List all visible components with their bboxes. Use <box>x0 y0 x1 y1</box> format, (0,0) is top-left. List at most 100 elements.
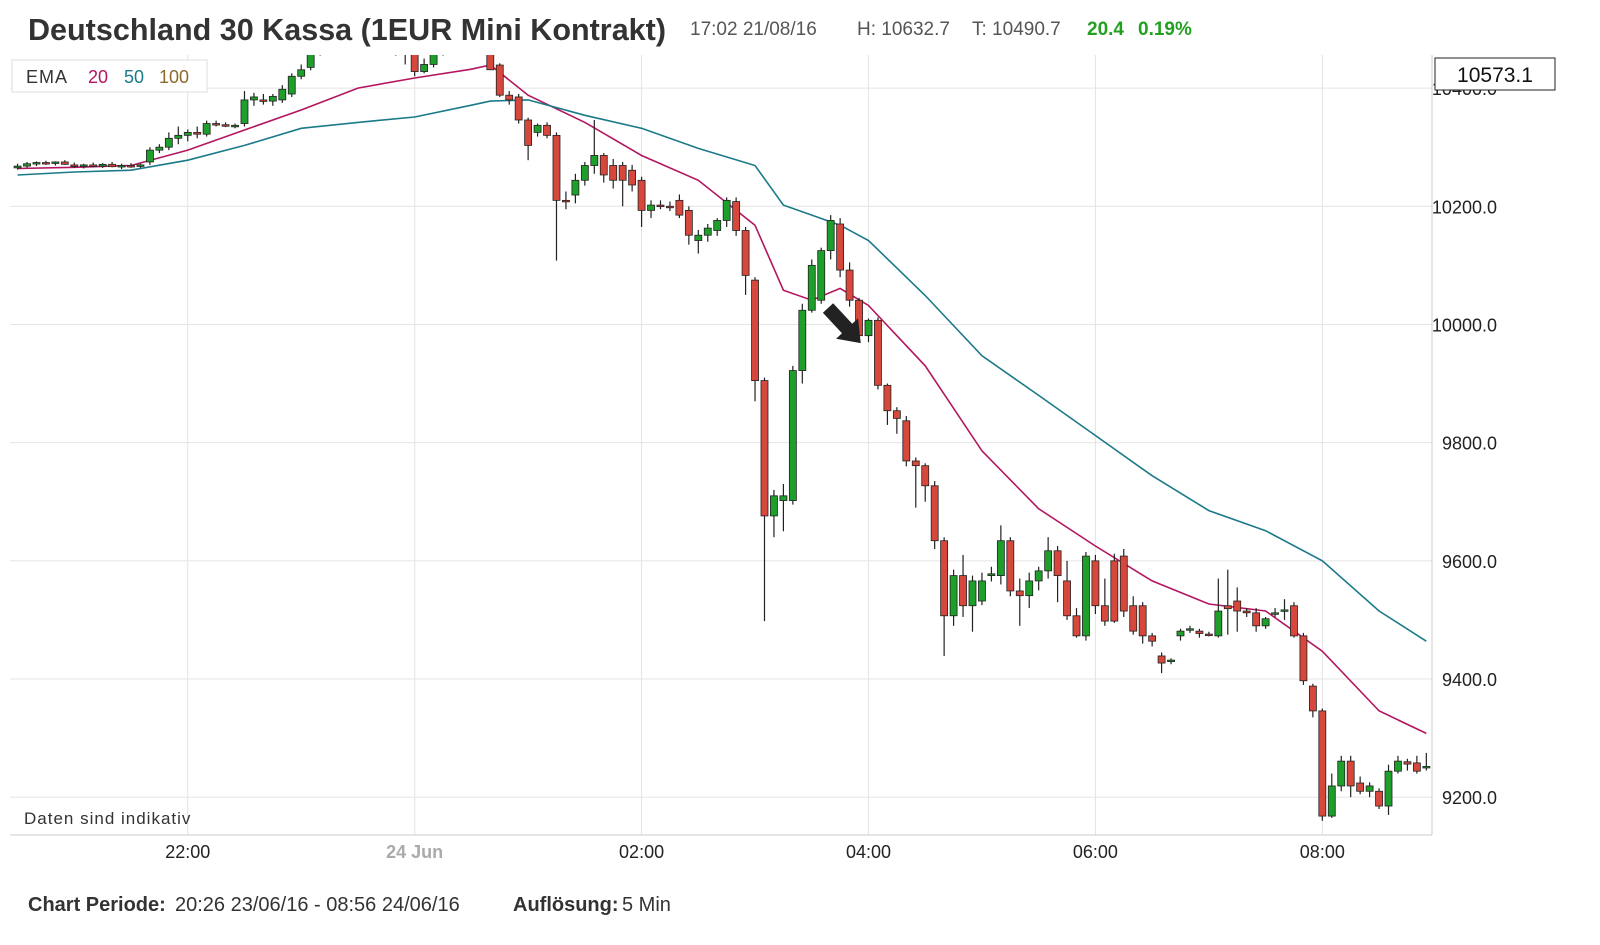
candle-body <box>1204 633 1213 636</box>
candle-body <box>174 134 183 139</box>
candle-body <box>845 269 854 301</box>
candle-body <box>1157 655 1166 664</box>
candle-body <box>996 540 1005 576</box>
candle-body <box>1422 766 1431 769</box>
candle-body <box>675 199 684 216</box>
candle-body <box>287 75 296 95</box>
candle-body <box>1346 760 1355 787</box>
candle-body <box>1394 760 1402 772</box>
candle-body <box>240 99 249 124</box>
candle-body <box>306 55 315 68</box>
candle-body <box>164 137 173 148</box>
candle-body <box>268 95 277 102</box>
candle-body <box>1242 610 1251 614</box>
candle-body <box>146 149 154 163</box>
footer-resolution-label: Auflösung: <box>513 894 619 916</box>
x-tick-label: 02:00 <box>619 842 664 862</box>
candle-body <box>524 119 533 146</box>
candle-body <box>760 380 769 517</box>
candle-body <box>70 164 79 167</box>
candle-body <box>836 223 845 271</box>
legend-box <box>11 59 208 93</box>
candle-body <box>562 199 570 203</box>
ema-line <box>17 64 1427 735</box>
candle-body <box>108 163 117 168</box>
footer-resolution: 5 Min <box>622 894 671 916</box>
candle-body <box>1034 570 1043 582</box>
candle-body <box>495 64 504 96</box>
candle-body <box>978 580 986 602</box>
y-tick-label: 9400.0 <box>1442 670 1497 690</box>
quote-high: H: 10632.7 <box>857 19 950 40</box>
candle-body <box>1356 782 1365 792</box>
candle-body <box>1375 790 1383 807</box>
candle-body <box>732 201 741 231</box>
candle-body <box>1337 760 1346 787</box>
legend-label: EMA <box>26 67 68 87</box>
candle-body <box>628 169 637 186</box>
x-tick-label: 24 Jun <box>386 842 443 862</box>
candle-body <box>23 163 31 167</box>
candle-body <box>533 124 542 133</box>
grid <box>10 55 1432 835</box>
candle-body <box>684 210 693 236</box>
candle-body <box>1006 540 1015 592</box>
candle-body <box>1015 590 1024 597</box>
candle-body <box>930 485 939 542</box>
candle-body <box>1308 685 1317 712</box>
y-tick-label: 9200.0 <box>1442 788 1497 808</box>
last-price: 10573.1 <box>1457 64 1533 87</box>
candle-body <box>940 540 949 617</box>
x-tick-label: 08:00 <box>1300 842 1345 862</box>
candle-body <box>807 264 816 311</box>
candle-body <box>1100 605 1109 622</box>
candle-body <box>127 165 135 168</box>
candle-body <box>297 69 306 77</box>
note: Daten sind indikativ <box>24 809 191 828</box>
candle-body <box>883 384 892 412</box>
candle-body <box>212 123 221 126</box>
candle-body <box>1214 610 1223 637</box>
candles <box>13 47 1431 821</box>
candle-body <box>202 123 211 135</box>
candle-body <box>1110 560 1119 622</box>
candle-body <box>817 250 826 301</box>
candle-body <box>618 165 627 181</box>
candle-body <box>486 55 495 71</box>
candle-body <box>514 96 523 121</box>
candle-body <box>1261 618 1270 627</box>
quote-time: 17:02 21/08/16 <box>690 19 817 40</box>
candle-body <box>987 573 996 576</box>
candle-body <box>770 495 778 517</box>
axis-labels: 9200.09400.09600.09800.010000.010200.010… <box>165 79 1497 862</box>
y-tick-label: 9600.0 <box>1442 552 1497 572</box>
candle-body <box>590 155 599 166</box>
candle-body <box>155 146 164 151</box>
candle-body <box>1223 605 1232 610</box>
candle-body <box>136 164 145 167</box>
candle-body <box>1299 635 1308 682</box>
candle-body <box>798 309 807 371</box>
candle-body <box>420 64 429 72</box>
quote-change: 20.4 <box>1087 19 1124 40</box>
candle-body <box>1195 630 1204 634</box>
candle-body <box>1186 628 1194 631</box>
candle-body <box>221 124 230 127</box>
candle-body <box>543 124 551 136</box>
candle-body <box>259 99 268 102</box>
annotation-arrow <box>822 303 861 344</box>
candle-body <box>580 165 589 181</box>
candle-body <box>1129 605 1138 632</box>
y-tick-label: 10200.0 <box>1432 197 1497 217</box>
candle-body <box>440 47 447 52</box>
candle-body <box>117 165 126 168</box>
candle-body <box>1148 635 1157 642</box>
candle-body <box>1082 555 1090 637</box>
candle-body <box>1384 770 1393 807</box>
candle-body <box>637 179 646 211</box>
candle-body <box>183 132 192 136</box>
candle-body <box>51 161 60 164</box>
candle-body <box>1280 609 1289 612</box>
